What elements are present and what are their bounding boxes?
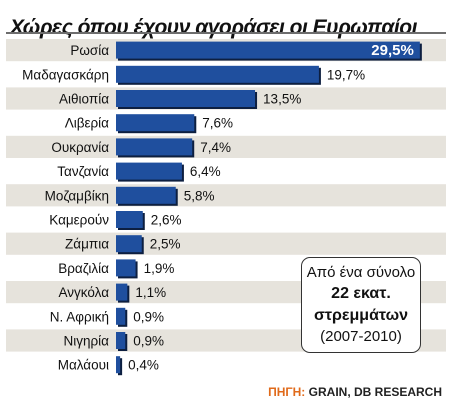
source-label: ΠΗΓΗ:: [268, 385, 306, 399]
value-label-5: 6,4%: [190, 164, 221, 179]
source-text: GRAIN, DB RESEARCH: [305, 385, 442, 399]
bar-5: [116, 162, 182, 180]
note-line-1: Από ένα σύνολο: [306, 264, 416, 281]
category-label-5: Τανζανία: [57, 164, 109, 179]
category-label-4: Ουκρανία: [51, 140, 109, 155]
value-label-0: 29,5%: [371, 42, 414, 59]
note-line-4: (2007-2010): [320, 328, 402, 345]
category-label-3: Λιβερία: [65, 116, 109, 131]
bar-4: [116, 138, 193, 156]
bar-3: [116, 114, 195, 132]
category-label-12: Νιγηρία: [64, 334, 110, 349]
bar-11: [116, 307, 126, 325]
bar-9: [116, 259, 136, 277]
note-line-3: στρεμμάτων: [313, 307, 409, 324]
bar-6: [116, 186, 176, 204]
category-label-11: Ν. Αφρική: [50, 309, 109, 324]
bar-8: [116, 235, 142, 253]
bar-13: [116, 356, 121, 374]
bar-10: [116, 283, 128, 301]
bar-7: [116, 211, 143, 228]
total-area-note: Από ένα σύνολο 22 εκατ. στρεμμάτων (2007…: [301, 257, 421, 353]
title-divider: [6, 32, 446, 34]
bar-12: [116, 332, 126, 349]
value-label-13: 0,4%: [128, 358, 159, 373]
category-label-0: Ρωσία: [70, 43, 109, 58]
bar-1: [116, 65, 319, 83]
category-label-8: Ζάμπια: [65, 237, 109, 252]
value-label-9: 1,9%: [144, 261, 175, 276]
category-label-2: Αιθιοπία: [59, 92, 109, 107]
value-label-4: 7,4%: [200, 140, 231, 155]
category-label-6: Μοζαμβίκη: [45, 188, 109, 203]
category-label-9: Βραζιλία: [58, 261, 109, 276]
value-label-11: 0,9%: [133, 309, 164, 324]
category-label-10: Ανγκόλα: [59, 285, 110, 300]
note-line-2: 22 εκατ.: [331, 285, 391, 302]
value-label-8: 2,5%: [150, 237, 181, 252]
value-label-2: 13,5%: [263, 92, 301, 107]
value-label-12: 0,9%: [133, 334, 164, 349]
bar-2: [116, 90, 256, 107]
value-label-10: 1,1%: [135, 285, 166, 300]
bar-0: [116, 41, 420, 59]
value-label-3: 7,6%: [202, 116, 233, 131]
category-label-1: Μαδαγασκάρη: [22, 67, 109, 82]
source-credit: ΠΗΓΗ: GRAIN, DB RESEARCH: [268, 385, 442, 399]
category-label-7: Καμερούν: [49, 213, 109, 228]
value-label-6: 5,8%: [184, 188, 215, 203]
value-label-1: 19,7%: [327, 67, 365, 82]
category-label-13: Μαλάουι: [58, 358, 109, 373]
value-label-7: 2,6%: [151, 213, 182, 228]
